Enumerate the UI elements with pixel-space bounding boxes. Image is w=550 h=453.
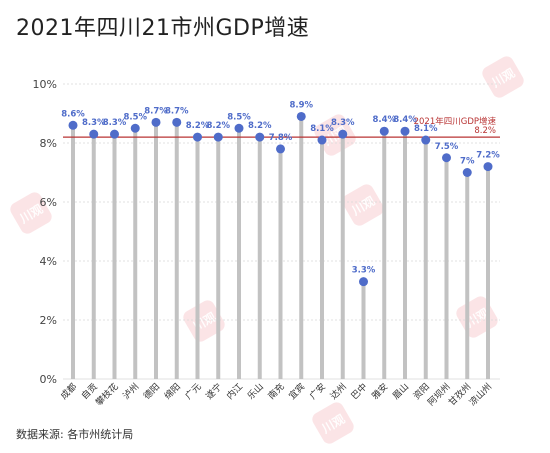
lollipop-dot — [400, 126, 410, 136]
value-label: 7.2% — [476, 151, 500, 161]
reference-line-label: 2021年四川GDP增速 — [414, 116, 497, 127]
category-label: 乐山 — [245, 381, 266, 402]
lollipop-dot — [276, 144, 285, 154]
category-label: 成都 — [58, 381, 79, 402]
lollipop-dot — [359, 277, 368, 287]
y-tick-label: 4% — [40, 255, 57, 268]
lollipop-dot — [172, 117, 182, 127]
value-label: 8.5% — [227, 112, 251, 122]
category-label: 眉山 — [391, 381, 412, 402]
lollipop-dot — [462, 168, 472, 177]
category-label: 凉山州 — [467, 381, 495, 409]
value-label: 8.2% — [248, 121, 272, 131]
lollipop-dot — [442, 153, 451, 163]
y-tick-label: 8% — [40, 137, 57, 150]
value-label: 8.5% — [123, 112, 147, 122]
category-label: 达州 — [328, 381, 349, 402]
value-label: 8.9% — [289, 100, 313, 110]
category-label: 宜宾 — [286, 381, 307, 402]
value-label: 3.3% — [352, 266, 376, 276]
category-label: 广安 — [307, 381, 328, 402]
y-tick-label: 0% — [40, 373, 57, 386]
lollipop-dot — [234, 123, 244, 133]
category-label: 广元 — [182, 381, 203, 402]
lollipop-dot — [110, 129, 119, 139]
value-label: 8.3% — [331, 118, 355, 128]
lollipop-dot — [317, 135, 327, 145]
y-tick-label: 2% — [40, 314, 57, 327]
lollipop-dot — [68, 120, 78, 130]
lollipop-dot — [421, 135, 431, 145]
value-label: 8.4% — [393, 115, 417, 125]
y-tick-label: 6% — [40, 196, 57, 209]
value-label: 7.5% — [435, 142, 459, 152]
value-label: 8.1% — [310, 124, 334, 134]
lollipop-dot — [483, 162, 493, 172]
value-label: 8.3% — [103, 118, 127, 128]
reference-line-value: 8.2% — [474, 126, 496, 136]
value-label: 8.2% — [186, 121, 210, 131]
value-label: 8.1% — [414, 124, 438, 134]
category-label: 攀枝花 — [93, 381, 121, 409]
value-label: 7.8% — [269, 133, 293, 143]
category-label: 内江 — [224, 381, 245, 402]
lollipop-dot — [255, 132, 265, 142]
category-label: 阿坝州 — [426, 381, 453, 408]
chart-title: 2021年四川21市州GDP增速 — [16, 16, 310, 41]
value-label: 7% — [460, 157, 475, 167]
y-tick-label: 10% — [33, 78, 57, 91]
category-label: 遂宁 — [203, 381, 224, 402]
data-source-note: 数据来源: 各市州统计局 — [16, 428, 134, 441]
lollipop-dot — [213, 132, 223, 142]
lollipop-dot — [338, 129, 348, 139]
category-label: 南充 — [265, 381, 286, 402]
value-label: 8.4% — [372, 115, 396, 125]
lollipop-dot — [151, 117, 161, 127]
lollipop-dot — [193, 132, 202, 142]
lollipop-dot — [89, 129, 99, 139]
value-label: 8.2% — [206, 121, 230, 131]
category-label: 甘孜州 — [446, 381, 474, 409]
category-label: 德阳 — [141, 381, 162, 402]
value-label: 8.3% — [82, 118, 106, 128]
value-label: 8.6% — [61, 109, 85, 119]
lollipop-dot — [130, 123, 140, 133]
value-label: 8.7% — [165, 106, 189, 116]
category-label: 巴中 — [348, 381, 369, 402]
value-label: 8.7% — [144, 106, 168, 116]
category-label: 绵阳 — [162, 381, 183, 402]
category-label: 泸州 — [121, 381, 142, 402]
lollipop-dot — [296, 111, 306, 121]
lollipop-dot — [379, 126, 389, 136]
category-label: 雅安 — [369, 381, 390, 402]
